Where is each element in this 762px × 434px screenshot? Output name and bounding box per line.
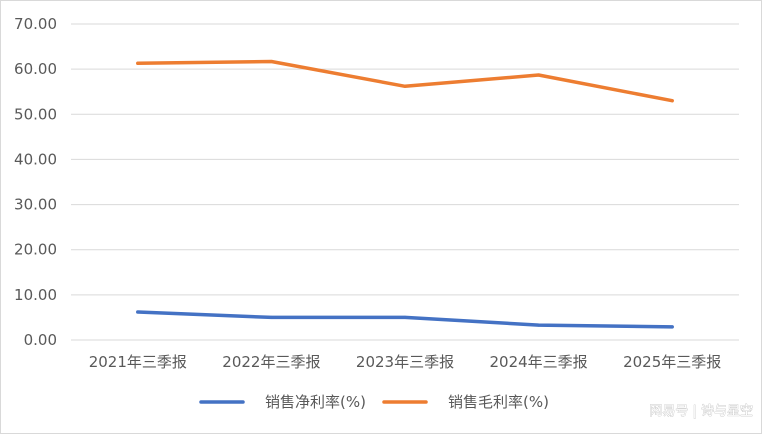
data-point: [403, 315, 407, 319]
y-tick-label: 60.00: [14, 60, 57, 78]
data-point: [670, 325, 674, 329]
x-tick-label: 2023年三季报: [356, 353, 454, 371]
watermark: 网易号 | 诗与星空: [649, 404, 753, 419]
y-tick-label: 50.00: [14, 105, 57, 123]
data-point: [537, 73, 541, 77]
legend: 销售净利率(%) 销售毛利率(%): [199, 393, 549, 411]
data-point: [269, 315, 273, 319]
data-point: [136, 61, 140, 65]
legend-label-0: 销售净利率(%): [265, 393, 366, 411]
data-point: [269, 59, 273, 63]
data-point: [670, 99, 674, 103]
x-tick-label: 2022年三季报: [222, 353, 320, 371]
x-axis-ticks: 2021年三季报 2022年三季报 2023年三季报 2024年三季报 2025年三季报: [89, 353, 722, 371]
y-tick-label: 20.00: [14, 241, 57, 259]
y-tick-label: 70.00: [14, 15, 57, 33]
data-point: [537, 323, 541, 327]
grid-layer: [71, 23, 739, 341]
x-tick-label: 2021年三季报: [89, 353, 187, 371]
y-tick-label: 40.00: [14, 150, 57, 168]
y-tick-label: 0.00: [24, 331, 57, 349]
legend-label-1: 销售毛利率(%): [448, 393, 549, 411]
x-tick-label: 2024年三季报: [490, 353, 588, 371]
x-tick-label: 2025年三季报: [623, 353, 721, 371]
series-layer: [136, 59, 674, 329]
data-point: [136, 310, 140, 314]
y-tick-label: 30.00: [14, 196, 57, 214]
y-axis-ticks: 0.00 10.00 20.00 30.00 40.00 50.00 60.00 70.00: [14, 15, 57, 349]
data-point: [403, 84, 407, 88]
series-line-1: [136, 59, 674, 103]
y-tick-label: 10.00: [14, 286, 57, 304]
series-line-0: [136, 310, 674, 329]
